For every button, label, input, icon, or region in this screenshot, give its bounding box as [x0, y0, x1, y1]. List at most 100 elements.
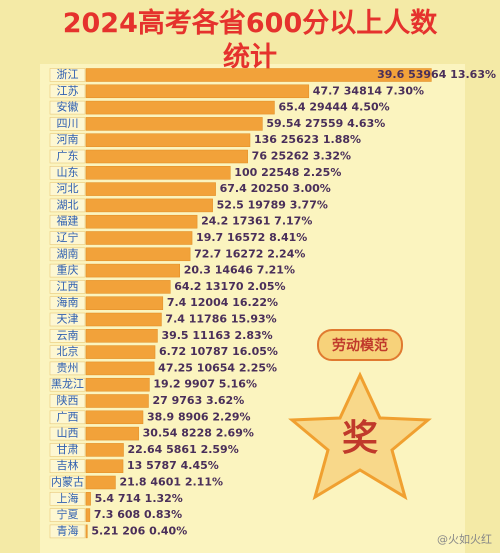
badge-group: 劳动模范 奖: [288, 329, 432, 501]
value-label: 5.4 714 1.32%: [95, 492, 183, 505]
value-label: 136 25623 1.88%: [254, 133, 361, 146]
category-label: 辽宁: [57, 230, 79, 244]
category-label: 陕西: [57, 393, 79, 407]
value-label: 7.4 11786 15.93%: [165, 313, 276, 326]
category-label: 上海: [57, 491, 79, 505]
category-box: [49, 100, 86, 115]
category-box: [49, 475, 86, 490]
badge-shape: [317, 329, 403, 361]
value-label: 7.4 12004 16.22%: [167, 296, 278, 309]
bar: [85, 182, 216, 196]
value-label: 27 9763 3.62%: [152, 394, 244, 407]
category-box: [49, 296, 86, 311]
bar: [85, 214, 198, 229]
value-label: 24.2 17361 7.17%: [201, 215, 312, 228]
category-box: [49, 361, 86, 376]
value-label: 38.9 8906 2.29%: [147, 410, 251, 423]
value-label: 72.7 16272 2.24%: [194, 247, 305, 260]
category-label: 青海: [57, 523, 79, 537]
category-box: [49, 459, 86, 474]
category-box: [49, 182, 86, 196]
category-box: [49, 524, 86, 539]
value-label: 21.8 4601 2.11%: [119, 476, 223, 489]
bar: [85, 410, 144, 425]
value-label: 76 25262 3.32%: [252, 150, 351, 163]
bar: [85, 149, 248, 164]
star: [288, 371, 432, 501]
category-box: [49, 117, 86, 131]
bar: [85, 280, 171, 294]
bar: [85, 84, 310, 99]
category-box: [49, 149, 86, 164]
bar: [85, 394, 149, 408]
category-label: 天津: [57, 313, 79, 326]
category-label: 山西: [57, 427, 79, 440]
category-label: 河北: [57, 182, 79, 195]
category-box: [49, 394, 86, 408]
bar: [85, 345, 156, 359]
category-box: [49, 377, 86, 392]
category-box: [49, 68, 86, 82]
category-box: [49, 410, 86, 425]
value-label: 59.54 27559 4.63%: [266, 117, 385, 130]
bar: [85, 377, 150, 392]
category-label: 内蒙古: [51, 475, 84, 489]
bar: [85, 296, 164, 310]
category-label: 黑龙江: [51, 378, 84, 391]
value-label: 100 22548 2.25%: [234, 166, 341, 179]
category-label: 广东: [57, 150, 79, 163]
category-label: 四川: [57, 117, 79, 130]
value-label: 67.4 20250 3.00%: [220, 182, 331, 195]
bar: [85, 263, 180, 278]
category-label: 贵州: [57, 361, 79, 374]
category-label: 重庆: [57, 263, 79, 277]
category-box: [49, 263, 86, 278]
category-label: 江苏: [57, 84, 79, 97]
award: 奖: [342, 418, 378, 459]
bar: [85, 329, 158, 343]
category-label: 北京: [57, 344, 79, 358]
bar: [85, 459, 124, 473]
value-label: 47.25 10654 2.25%: [158, 361, 277, 374]
watermark: @火如火红: [437, 532, 492, 546]
category-box: [49, 508, 86, 522]
category-box: [49, 443, 86, 457]
bar: [85, 231, 193, 245]
badge: 劳动模范: [332, 337, 388, 354]
value-label: 52.5 19789 3.77%: [217, 198, 328, 211]
value-label: 64.2 13170 2.05%: [174, 280, 285, 293]
category-label: 甘肃: [57, 443, 79, 456]
category-box: [49, 247, 86, 262]
bar: [85, 133, 251, 147]
category-box: [49, 166, 86, 180]
category-label: 湖北: [57, 198, 79, 211]
category-label: 河南: [57, 133, 79, 146]
category-box: [49, 280, 86, 294]
category-label: 云南: [57, 329, 79, 342]
category-label: 海南: [57, 295, 79, 309]
value-label: 22.64 5861 2.59%: [128, 443, 239, 456]
bar: [85, 524, 88, 539]
category-label: 福建: [57, 214, 79, 228]
bar: [85, 100, 275, 115]
bar: [85, 68, 432, 82]
category-box: [49, 231, 86, 245]
value-label: 39.5 11163 2.83%: [161, 329, 272, 342]
bar: [85, 443, 124, 457]
value-label: 13 5787 4.45%: [127, 459, 219, 472]
category-label: 湖南: [57, 247, 79, 260]
value-label: 7.3 608 0.83%: [94, 508, 182, 521]
category-box: [49, 198, 86, 213]
category-box: [49, 345, 86, 359]
category-label: 浙江: [57, 68, 79, 81]
category-box: [49, 328, 86, 343]
bar: [85, 198, 213, 213]
value-label: 30.54 8228 2.69%: [143, 427, 254, 440]
category-box: [49, 84, 86, 99]
bar: [85, 475, 116, 490]
category-label: 山东: [57, 166, 79, 179]
bar: [85, 492, 91, 506]
value-label: 19.2 9907 5.16%: [153, 378, 257, 391]
value-label: 47.7 34814 7.30%: [313, 84, 424, 97]
